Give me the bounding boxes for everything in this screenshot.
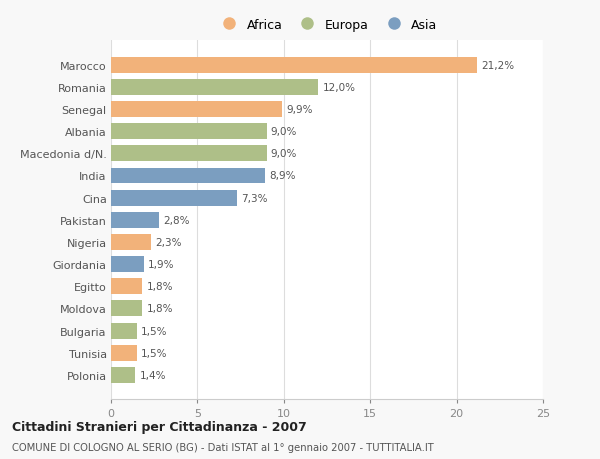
Bar [111,323,137,339]
Text: 2,3%: 2,3% [155,237,182,247]
Text: 1,5%: 1,5% [141,348,168,358]
Legend: Africa, Europa, Asia: Africa, Europa, Asia [217,18,437,32]
Text: 21,2%: 21,2% [482,61,515,71]
Bar [111,279,142,295]
Text: 9,0%: 9,0% [271,149,297,159]
Bar [111,146,266,162]
Bar [111,301,142,317]
Text: 2,8%: 2,8% [164,215,190,225]
Text: 9,0%: 9,0% [271,127,297,137]
Bar [111,190,237,206]
Bar [111,345,137,361]
Text: 1,4%: 1,4% [140,370,166,380]
Bar [111,124,266,140]
Bar [111,168,265,184]
Text: 9,9%: 9,9% [286,105,313,115]
Text: 8,9%: 8,9% [269,171,296,181]
Text: 7,3%: 7,3% [241,193,268,203]
Bar [111,235,151,251]
Bar [111,257,144,273]
Text: Cittadini Stranieri per Cittadinanza - 2007: Cittadini Stranieri per Cittadinanza - 2… [12,420,307,433]
Bar [111,367,135,383]
Text: 1,8%: 1,8% [146,304,173,314]
Text: 1,8%: 1,8% [146,282,173,291]
Text: 1,5%: 1,5% [141,326,168,336]
Bar [111,57,478,73]
Text: 12,0%: 12,0% [323,83,356,93]
Text: COMUNE DI COLOGNO AL SERIO (BG) - Dati ISTAT al 1° gennaio 2007 - TUTTITALIA.IT: COMUNE DI COLOGNO AL SERIO (BG) - Dati I… [12,442,434,452]
Text: 1,9%: 1,9% [148,259,175,269]
Bar [111,102,282,118]
Bar [111,80,319,95]
Bar [111,213,160,228]
